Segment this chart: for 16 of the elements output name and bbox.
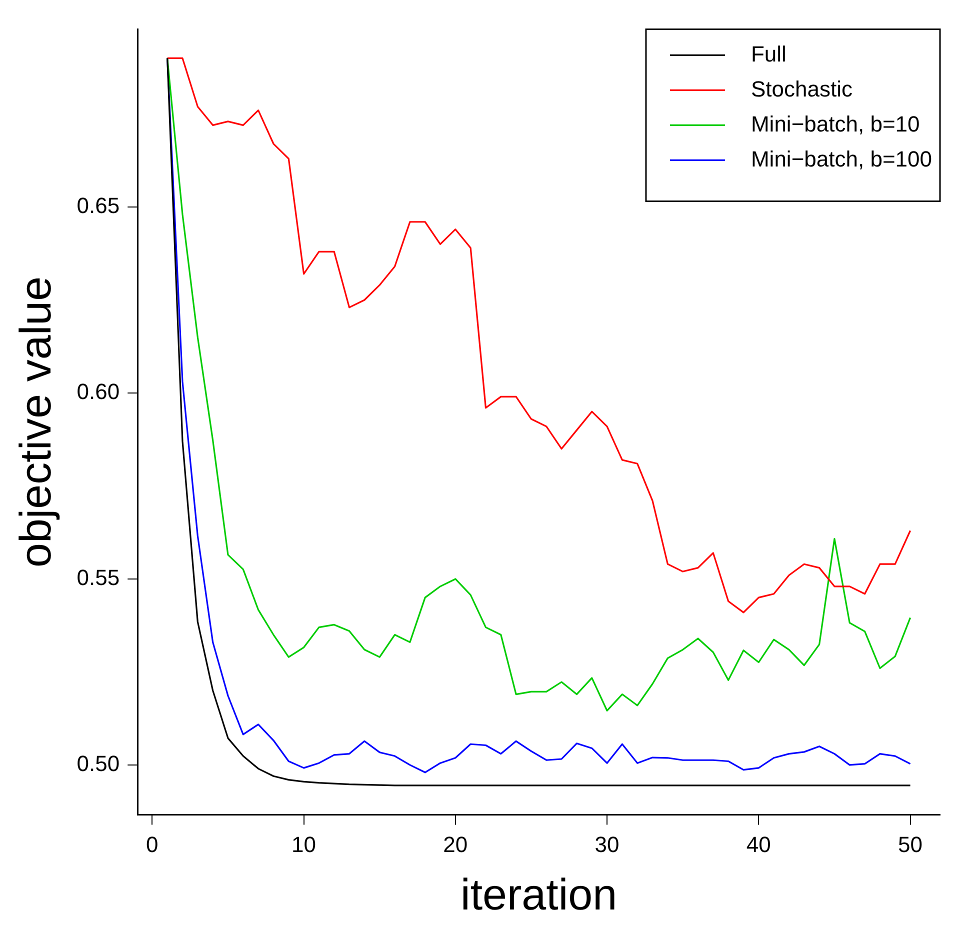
- y-tick-label: 0.55: [76, 565, 120, 590]
- x-tick-label: 30: [594, 832, 620, 858]
- legend-label: Full: [750, 41, 786, 66]
- x-tick-label: 10: [292, 832, 316, 858]
- x-tick-label: 20: [443, 832, 468, 858]
- x-tick-label: 0: [146, 832, 158, 858]
- x-tick-label: 40: [746, 832, 771, 858]
- legend-label: Mini−batch, b=100: [750, 146, 932, 172]
- x-tick-label: 50: [898, 832, 923, 858]
- x-axis-title: iteration: [460, 870, 618, 920]
- y-axis-title: objective value: [12, 276, 61, 568]
- legend-label: Stochastic: [750, 76, 852, 102]
- legend-label: Mini−batch, b=10: [750, 111, 920, 136]
- y-tick-label: 0.50: [76, 751, 120, 776]
- y-tick-label: 0.60: [76, 379, 120, 404]
- y-tick-label: 0.65: [76, 193, 120, 218]
